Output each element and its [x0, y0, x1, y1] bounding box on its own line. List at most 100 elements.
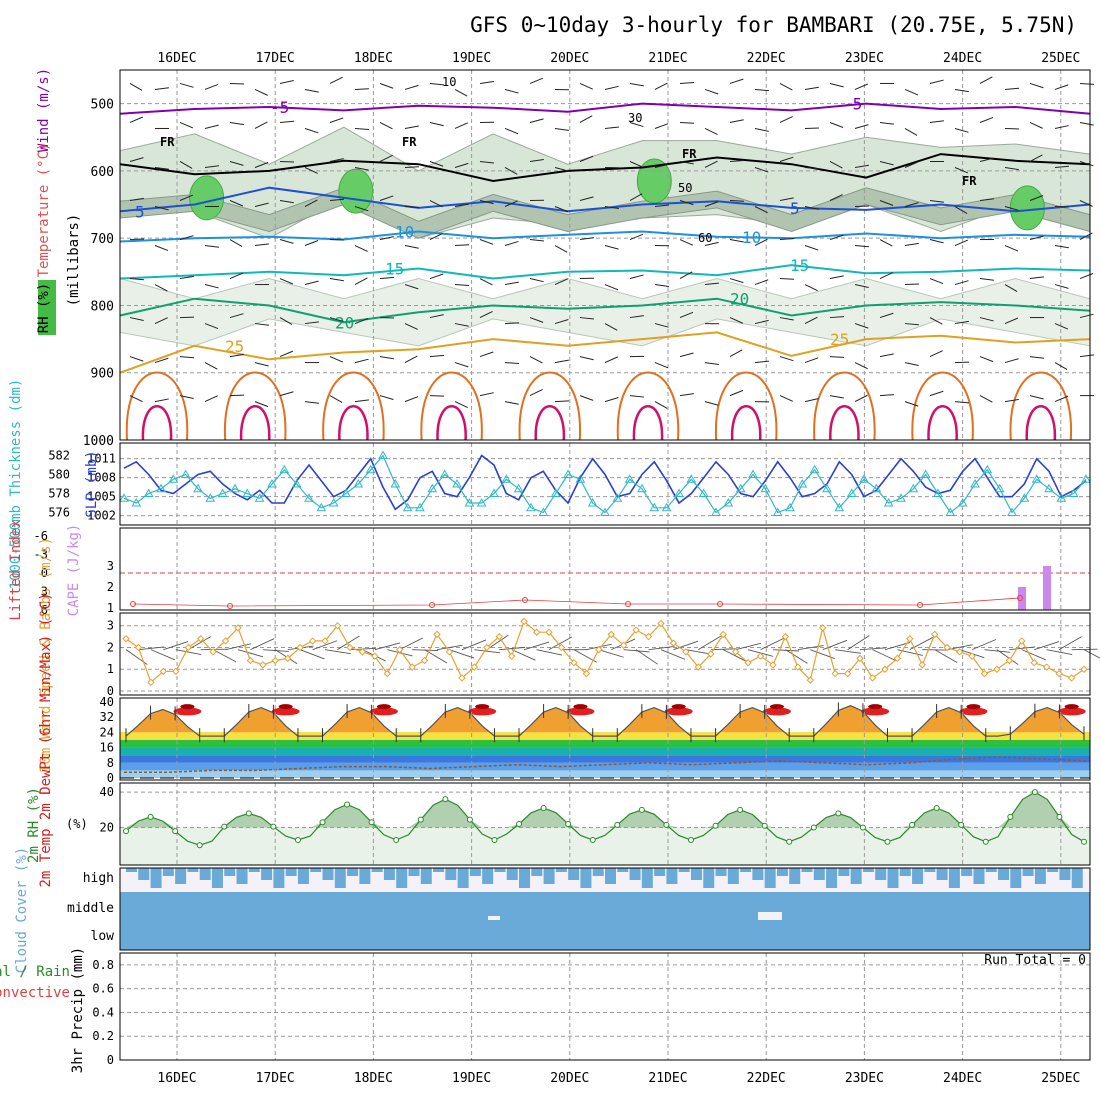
- wind-barb: [822, 639, 848, 651]
- wind-barb: [604, 245, 619, 250]
- cloud-level-label: low: [91, 929, 115, 944]
- wind-barb: [404, 206, 420, 208]
- wind-barb: [554, 127, 569, 131]
- wind-barb: [504, 128, 519, 135]
- cloud-high-bar: [666, 868, 678, 884]
- wind-barb: [679, 121, 695, 124]
- wind-tick-label: 1: [107, 662, 114, 676]
- cloud-high-bar: [150, 868, 162, 888]
- wind-barb: [129, 116, 144, 123]
- rh-point: [1081, 838, 1087, 845]
- wind-barb: [304, 240, 319, 246]
- rh-point: [810, 824, 817, 831]
- thickness-point: [674, 488, 684, 497]
- wind-barb: [129, 395, 143, 403]
- wind-barb: [679, 81, 695, 84]
- precip-tick-label: 0.6: [92, 982, 114, 996]
- cloud-high-bar: [445, 868, 457, 880]
- cloud-high-bar: [740, 868, 752, 872]
- stability-panel: -6 -3 0 3 6 1 2 3 Lifted Index CAPE (J/kg): [8, 519, 1091, 621]
- wind-barb: [629, 274, 644, 280]
- isotherm-35-loop: [338, 405, 369, 441]
- wind-barb: [499, 646, 526, 651]
- thickness-point: [378, 450, 388, 459]
- cloud-high-bar: [838, 868, 850, 876]
- wind-speed-point: [769, 661, 777, 669]
- wind-barb: [324, 649, 351, 655]
- thickness-point: [772, 507, 783, 516]
- thickness-point: [822, 483, 832, 493]
- wind-barb: [984, 649, 1011, 653]
- temperature-peak: [1057, 707, 1086, 716]
- rh-point: [147, 813, 154, 820]
- panel-frame: [119, 612, 1091, 696]
- cloud-level-label: middle: [67, 901, 114, 916]
- wind-barb: [835, 649, 861, 654]
- temperature-peak: [173, 707, 202, 716]
- wind-barb: [854, 284, 869, 288]
- date-label-bottom: 20DEC: [550, 1071, 589, 1086]
- wind-speed-point: [707, 650, 715, 658]
- thickness-point: [994, 483, 1005, 493]
- temperature-tick-label: 24: [100, 725, 114, 739]
- wind-barb: [479, 160, 494, 164]
- cloud-high-bar: [408, 868, 420, 876]
- wind-barb: [929, 239, 944, 244]
- cloud-high-bar: [519, 868, 531, 888]
- wind-speed-point: [545, 628, 553, 636]
- rh-point: [270, 823, 277, 830]
- cloud-high-bar: [875, 868, 887, 880]
- date-label-top: 23DEC: [845, 51, 884, 66]
- rh-unit-label: (%): [66, 817, 88, 831]
- wind-barb: [1004, 284, 1018, 292]
- thickness-point: [871, 483, 882, 493]
- rh-point: [737, 806, 744, 813]
- wind-barb: [536, 649, 563, 656]
- wind-barb: [654, 323, 669, 328]
- wind-speed-point: [308, 637, 317, 645]
- wind-barb: [673, 640, 699, 651]
- thickness-point: [464, 497, 475, 507]
- wind-barb: [654, 284, 669, 287]
- wind-speed-point: [396, 645, 404, 654]
- cloud-high-bar: [801, 868, 813, 872]
- wind-barb: [454, 244, 470, 247]
- thickness-point: [180, 469, 191, 478]
- wind-barb: [804, 397, 819, 403]
- wind-barb: [979, 116, 994, 123]
- wind-barb: [204, 83, 219, 90]
- wind-barb: [504, 362, 520, 365]
- precip-tick-label: 0.8: [92, 958, 114, 972]
- isotherm-line: [119, 331, 1091, 374]
- rh-legend-swatch: [38, 280, 56, 335]
- rh-point: [123, 828, 129, 835]
- thickness-point: [933, 488, 943, 497]
- wind-barb: [854, 245, 869, 248]
- wind-speed-point: [930, 630, 939, 639]
- wind-speed-point: [582, 669, 591, 678]
- wind-barb: [1079, 273, 1094, 280]
- cloud-high-bar: [764, 868, 776, 888]
- wind-barb: [604, 397, 619, 403]
- wind-barb: [404, 284, 419, 290]
- date-label-bottom: 19DEC: [452, 1071, 491, 1086]
- cloud-high-bar: [187, 868, 199, 872]
- date-label-top: 24DEC: [943, 51, 982, 66]
- thickness-point: [711, 507, 721, 516]
- wind-speed-point: [1005, 656, 1014, 665]
- wind-barb: [954, 280, 969, 286]
- wind-barb: [374, 642, 401, 651]
- wind-barb: [629, 193, 643, 201]
- cloud-high-bar: [592, 868, 604, 876]
- freezing-level-label: FR: [962, 174, 977, 188]
- wind-barb: [424, 649, 448, 664]
- rh-point: [835, 810, 842, 817]
- rh-point: [614, 821, 621, 828]
- wind-barb: [254, 202, 269, 207]
- wind-barb: [579, 237, 594, 241]
- wind-speed-point: [756, 652, 765, 660]
- thickness-point: [279, 464, 290, 474]
- wind-barb: [1029, 276, 1044, 280]
- isotherm-30-loop: [224, 371, 287, 441]
- rh-point: [1056, 813, 1063, 820]
